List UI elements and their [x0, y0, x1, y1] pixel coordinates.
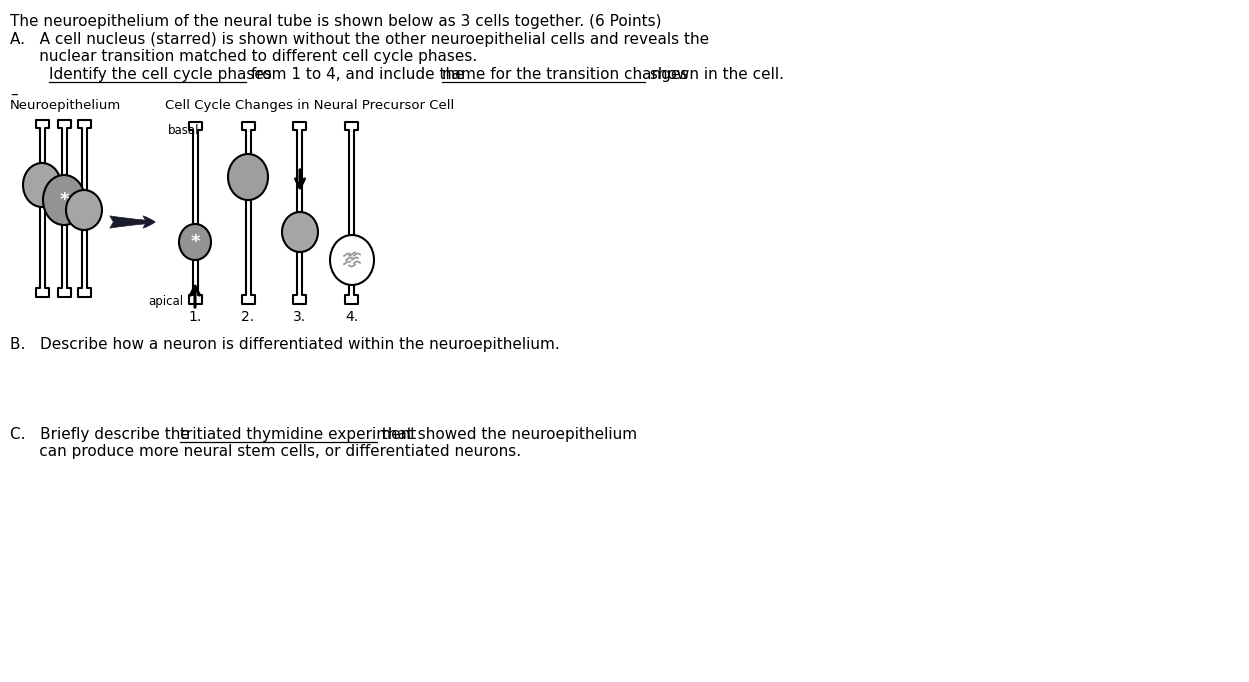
Polygon shape [57, 225, 70, 297]
Text: nuclear transition matched to different cell cycle phases.: nuclear transition matched to different … [10, 49, 477, 64]
Polygon shape [35, 120, 49, 163]
Polygon shape [294, 122, 306, 212]
Text: 1.: 1. [189, 310, 201, 324]
Polygon shape [189, 122, 201, 224]
Text: apical: apical [147, 295, 184, 308]
Polygon shape [346, 122, 358, 235]
Text: A.   A cell nucleus (starred) is shown without the other neuroepithelial cells a: A. A cell nucleus (starred) is shown wit… [10, 32, 709, 47]
Polygon shape [241, 122, 255, 154]
Ellipse shape [330, 235, 373, 285]
Text: 2.: 2. [241, 310, 255, 324]
Text: from 1 to 4, and include the: from 1 to 4, and include the [246, 67, 470, 82]
Text: *: * [190, 233, 200, 251]
Text: tritiated thymidine experiment: tritiated thymidine experiment [180, 427, 417, 442]
Text: B.   Describe how a neuron is differentiated within the neuroepithelium.: B. Describe how a neuron is differentiat… [10, 337, 560, 352]
Ellipse shape [229, 154, 269, 200]
Ellipse shape [42, 175, 85, 225]
Polygon shape [77, 120, 90, 190]
Text: that showed the neuroepithelium: that showed the neuroepithelium [377, 427, 637, 442]
Text: Neuroepithelium: Neuroepithelium [10, 99, 121, 112]
Text: basal: basal [169, 124, 200, 137]
Text: shown in the cell.: shown in the cell. [646, 67, 784, 82]
Polygon shape [189, 260, 201, 304]
Text: can produce more neural stem cells, or differentiated neurons.: can produce more neural stem cells, or d… [10, 444, 521, 459]
Text: Cell Cycle Changes in Neural Precursor Cell: Cell Cycle Changes in Neural Precursor C… [165, 99, 455, 112]
Text: The neuroepithelium of the neural tube is shown below as 3 cells together. (6 Po: The neuroepithelium of the neural tube i… [10, 14, 662, 29]
Polygon shape [241, 200, 255, 304]
Text: –: – [10, 87, 17, 102]
Text: C.   Briefly describe the: C. Briefly describe the [10, 427, 195, 442]
Text: 3.: 3. [294, 310, 306, 324]
Text: name for the transition changes: name for the transition changes [442, 67, 688, 82]
Ellipse shape [22, 163, 61, 207]
Ellipse shape [66, 190, 102, 230]
Ellipse shape [179, 224, 211, 260]
Text: 4.: 4. [346, 310, 358, 324]
Polygon shape [346, 285, 358, 304]
Polygon shape [35, 207, 49, 297]
Polygon shape [57, 120, 70, 175]
Text: *: * [59, 191, 69, 209]
Polygon shape [294, 252, 306, 304]
Text: Identify the cell cycle phases: Identify the cell cycle phases [49, 67, 272, 82]
Polygon shape [77, 230, 90, 297]
Ellipse shape [282, 212, 318, 252]
